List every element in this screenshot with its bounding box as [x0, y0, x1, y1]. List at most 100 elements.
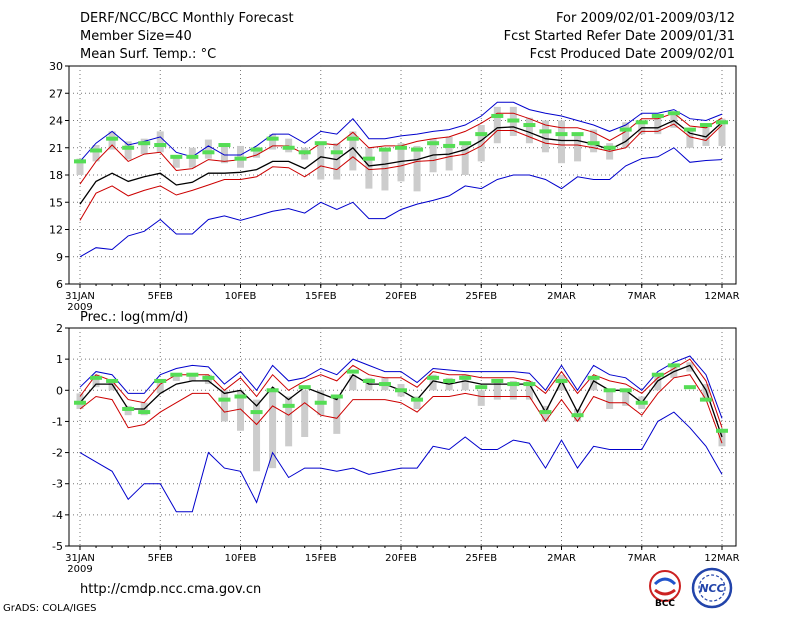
prec-obs-marker — [619, 388, 632, 393]
temp-spread-bar — [397, 143, 405, 182]
temp-obs-marker — [555, 132, 568, 137]
temp-obs-marker — [683, 127, 696, 132]
temp-obs-marker — [90, 148, 103, 153]
prec-obs-marker — [234, 394, 247, 399]
temp-obs-marker — [234, 156, 247, 161]
temp-obs-marker — [459, 141, 472, 146]
prec-spread-bar — [333, 396, 341, 434]
prec-obs-marker — [218, 397, 231, 402]
prec-spread-bar — [253, 399, 261, 472]
prec-x-tick-label: 10FEB — [225, 553, 257, 564]
prec-y-tick-label: -3 — [52, 478, 63, 491]
temp-obs-marker — [314, 141, 327, 146]
temp-y-tick-label: 24 — [49, 115, 63, 128]
temp-obs-marker — [362, 156, 375, 161]
temp-y-tick-label: 27 — [49, 87, 63, 100]
header-forecast-period: For 2009/02/01-2009/03/12 — [556, 11, 735, 26]
temp-obs-marker — [138, 141, 151, 146]
prec-spread-bar — [590, 377, 598, 391]
prec-line-min — [79, 411, 723, 513]
temp-x-year-label: 2009 — [67, 302, 92, 313]
temp-obs-marker — [635, 120, 648, 125]
temp-x-tick-label: 12MAR — [704, 291, 739, 302]
prec-obs-marker — [635, 400, 648, 405]
prec-obs-marker — [138, 410, 151, 415]
temp-obs-marker — [74, 159, 86, 164]
prec-obs-marker — [154, 378, 167, 383]
temp-obs-marker — [507, 118, 520, 123]
temp-obs-marker — [699, 123, 712, 128]
prec-obs-marker — [475, 385, 488, 390]
source-url: http://cmdp.ncc.cma.gov.cn — [80, 582, 262, 597]
header-variable-temp: Mean Surf. Temp.: °C — [80, 47, 217, 62]
temp-obs-marker — [378, 147, 391, 152]
prec-spread-bar — [237, 390, 244, 431]
temp-obs-marker — [154, 143, 167, 148]
prec-x-tick-label: 31JAN — [65, 553, 95, 564]
prec-spread-bar — [285, 396, 293, 447]
temp-spread-bar — [541, 120, 549, 153]
prec-obs-marker — [699, 397, 712, 402]
prec-spread-bar — [172, 374, 180, 381]
prec-plot-frame — [68, 327, 737, 547]
prec-spread-bar — [622, 390, 630, 406]
prec-x-tick-label: 12MAR — [704, 553, 739, 564]
prec-obs-marker — [411, 397, 424, 402]
temp-spread-bar — [253, 146, 261, 158]
prec-obs-marker — [122, 406, 135, 411]
prec-spread-bar — [654, 374, 662, 391]
temp-spread-bar — [590, 129, 598, 153]
prec-obs-marker — [282, 403, 295, 408]
temp-obs-marker — [475, 132, 488, 137]
temp-spread-bar — [686, 129, 694, 148]
temp-spread-bar — [670, 111, 678, 128]
prec-obs-marker — [603, 388, 616, 393]
grads-credit: GrADS: COLA/IGES — [3, 603, 97, 614]
temp-obs-marker — [330, 150, 343, 155]
prec-obs-marker — [395, 388, 407, 393]
temp-spread-bar — [622, 122, 630, 148]
temp-spread-bar — [493, 106, 501, 144]
temp-y-tick-label: 21 — [49, 142, 63, 155]
temp-obs-marker — [603, 145, 616, 150]
temp-y-tick-label: 6 — [56, 278, 63, 291]
header-member-size: Member Size=40 — [80, 29, 192, 44]
header-produced-date: Fcst Produced Date 2009/02/01 — [529, 47, 735, 62]
temp-obs-marker — [587, 141, 600, 146]
prec-x-year-label: 2009 — [67, 564, 92, 575]
temp-obs-marker — [298, 150, 311, 155]
prec-obs-marker — [443, 378, 456, 383]
temp-x-tick-label: 15FEB — [305, 291, 337, 302]
temp-x-tick-label: 25FEB — [465, 291, 497, 302]
temp-obs-marker — [651, 113, 664, 118]
temp-spread-bar — [413, 145, 421, 192]
prec-obs-marker — [90, 375, 103, 380]
prec-obs-marker — [427, 375, 440, 380]
temp-obs-marker — [411, 147, 424, 152]
prec-obs-marker — [298, 385, 311, 390]
prec-obs-marker — [491, 378, 504, 383]
temp-obs-marker — [443, 143, 456, 148]
prec-spread-bar — [509, 380, 517, 400]
temp-spread-bar — [92, 145, 100, 162]
temp-x-tick-label: 10FEB — [225, 291, 257, 302]
temp-obs-marker — [667, 111, 680, 116]
temp-spread-bar — [317, 143, 325, 180]
prec-obs-marker — [716, 428, 728, 433]
temp-spread-bar — [654, 115, 662, 135]
prec-x-tick-label: 7MAR — [627, 553, 656, 564]
prec-spread-bar — [220, 390, 228, 422]
temp-spread-bar — [477, 125, 485, 162]
prec-obs-marker — [74, 400, 86, 405]
temp-obs-marker — [346, 136, 359, 141]
temp-obs-marker — [170, 154, 183, 159]
temp-x-tick-label: 2MAR — [547, 291, 576, 302]
prec-obs-marker — [523, 382, 536, 387]
prec-spread-bar — [269, 390, 277, 469]
prec-obs-marker — [346, 369, 359, 374]
temp-obs-marker — [250, 147, 263, 152]
prec-spread-bar — [301, 390, 309, 437]
temp-spread-bar — [461, 143, 469, 175]
temp-x-tick-label: 31JAN — [65, 291, 95, 302]
